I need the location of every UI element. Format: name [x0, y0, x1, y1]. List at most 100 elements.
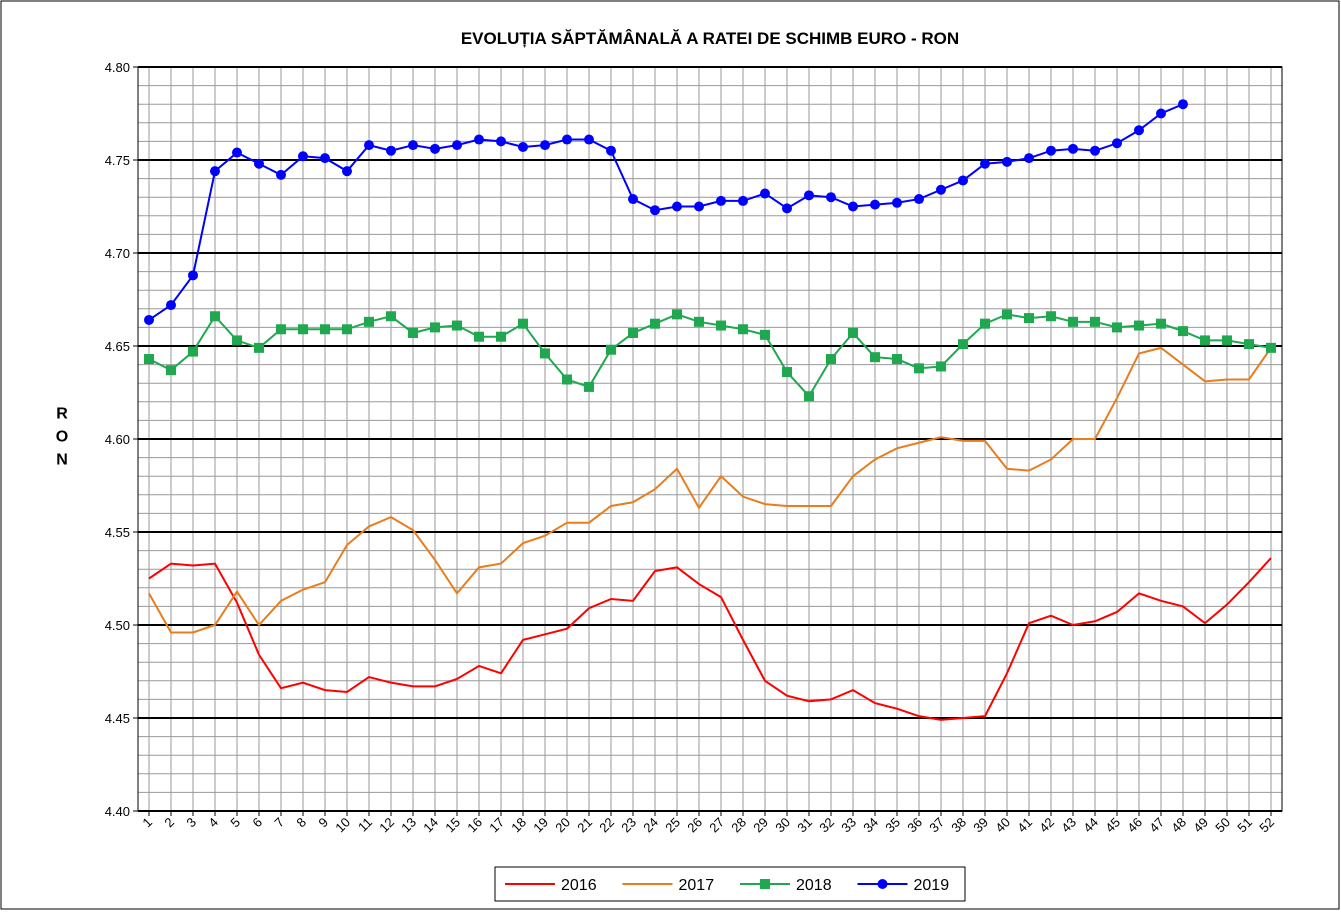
- marker: [386, 311, 396, 322]
- marker: [980, 318, 990, 329]
- marker: [452, 140, 462, 151]
- marker: [430, 322, 440, 333]
- series-line: [148, 346, 1272, 634]
- marker: [1156, 108, 1166, 119]
- marker: [496, 331, 506, 342]
- marker: [892, 197, 902, 208]
- marker: [914, 194, 924, 205]
- marker: [1134, 125, 1144, 136]
- marker: [914, 363, 924, 374]
- marker: [540, 140, 550, 151]
- marker: [320, 324, 330, 335]
- marker: [804, 190, 814, 201]
- marker: [958, 339, 968, 350]
- marker: [518, 318, 528, 329]
- y-tick-label: 4.45: [105, 711, 130, 726]
- marker: [694, 316, 704, 327]
- y-tick-label: 4.60: [105, 432, 130, 447]
- marker: [496, 136, 506, 147]
- legend-marker: [760, 879, 770, 889]
- marker: [1024, 153, 1034, 164]
- marker: [870, 352, 880, 363]
- marker: [320, 153, 330, 164]
- marker: [298, 324, 308, 335]
- marker: [1024, 313, 1034, 324]
- marker: [1068, 316, 1078, 327]
- marker: [408, 140, 418, 151]
- marker: [672, 309, 682, 320]
- marker: [1156, 318, 1166, 329]
- marker: [1112, 322, 1122, 333]
- marker: [672, 201, 682, 212]
- marker: [474, 331, 484, 342]
- marker: [716, 195, 726, 206]
- marker: [760, 188, 770, 199]
- marker: [386, 145, 396, 156]
- marker: [298, 151, 308, 162]
- marker: [1002, 156, 1012, 167]
- marker: [1200, 335, 1210, 346]
- marker: [276, 324, 286, 335]
- marker: [870, 199, 880, 210]
- marker: [1090, 145, 1100, 156]
- marker: [540, 348, 550, 359]
- legend-marker: [877, 879, 888, 889]
- marker: [936, 184, 946, 195]
- marker: [276, 169, 286, 180]
- marker: [1222, 335, 1232, 346]
- marker: [210, 311, 220, 322]
- y-tick-label: 4.65: [105, 339, 130, 354]
- marker: [716, 320, 726, 331]
- marker: [628, 194, 638, 205]
- y-tick-label: 4.40: [105, 804, 130, 819]
- marker: [430, 143, 440, 154]
- marker: [1090, 316, 1100, 327]
- marker: [254, 342, 264, 353]
- y-tick-label: 4.50: [105, 618, 130, 633]
- marker: [848, 327, 858, 338]
- y-axis-label: RON: [54, 406, 71, 475]
- marker: [1244, 339, 1254, 350]
- marker: [1134, 320, 1144, 331]
- y-tick-label: 4.75: [105, 153, 130, 168]
- marker: [188, 270, 198, 281]
- marker: [760, 329, 770, 340]
- marker: [738, 195, 748, 206]
- marker: [606, 344, 616, 355]
- marker: [694, 201, 704, 212]
- marker: [452, 320, 462, 331]
- legend-label: 2016: [561, 877, 597, 894]
- marker: [188, 346, 198, 357]
- marker: [1178, 326, 1188, 337]
- marker: [782, 203, 792, 214]
- marker: [364, 316, 374, 327]
- y-tick-label: 4.80: [105, 60, 130, 75]
- legend-label: 2019: [914, 877, 950, 894]
- marker: [254, 158, 264, 169]
- marker: [408, 327, 418, 338]
- marker: [980, 158, 990, 169]
- marker: [210, 166, 220, 177]
- y-tick-label: 4.70: [105, 246, 130, 261]
- marker: [1178, 99, 1188, 110]
- marker: [650, 318, 660, 329]
- marker: [342, 166, 352, 177]
- marker: [166, 300, 176, 311]
- marker: [606, 145, 616, 156]
- marker: [232, 335, 242, 346]
- marker: [738, 324, 748, 335]
- legend-label: 2018: [796, 877, 832, 894]
- marker: [584, 134, 594, 145]
- marker: [892, 354, 902, 365]
- marker: [826, 354, 836, 365]
- marker: [342, 324, 352, 335]
- marker: [958, 175, 968, 186]
- marker: [232, 147, 242, 158]
- marker: [584, 381, 594, 392]
- marker: [1046, 311, 1056, 322]
- legend-label: 2017: [679, 877, 715, 894]
- marker: [144, 314, 154, 325]
- marker: [144, 354, 154, 365]
- marker: [936, 361, 946, 372]
